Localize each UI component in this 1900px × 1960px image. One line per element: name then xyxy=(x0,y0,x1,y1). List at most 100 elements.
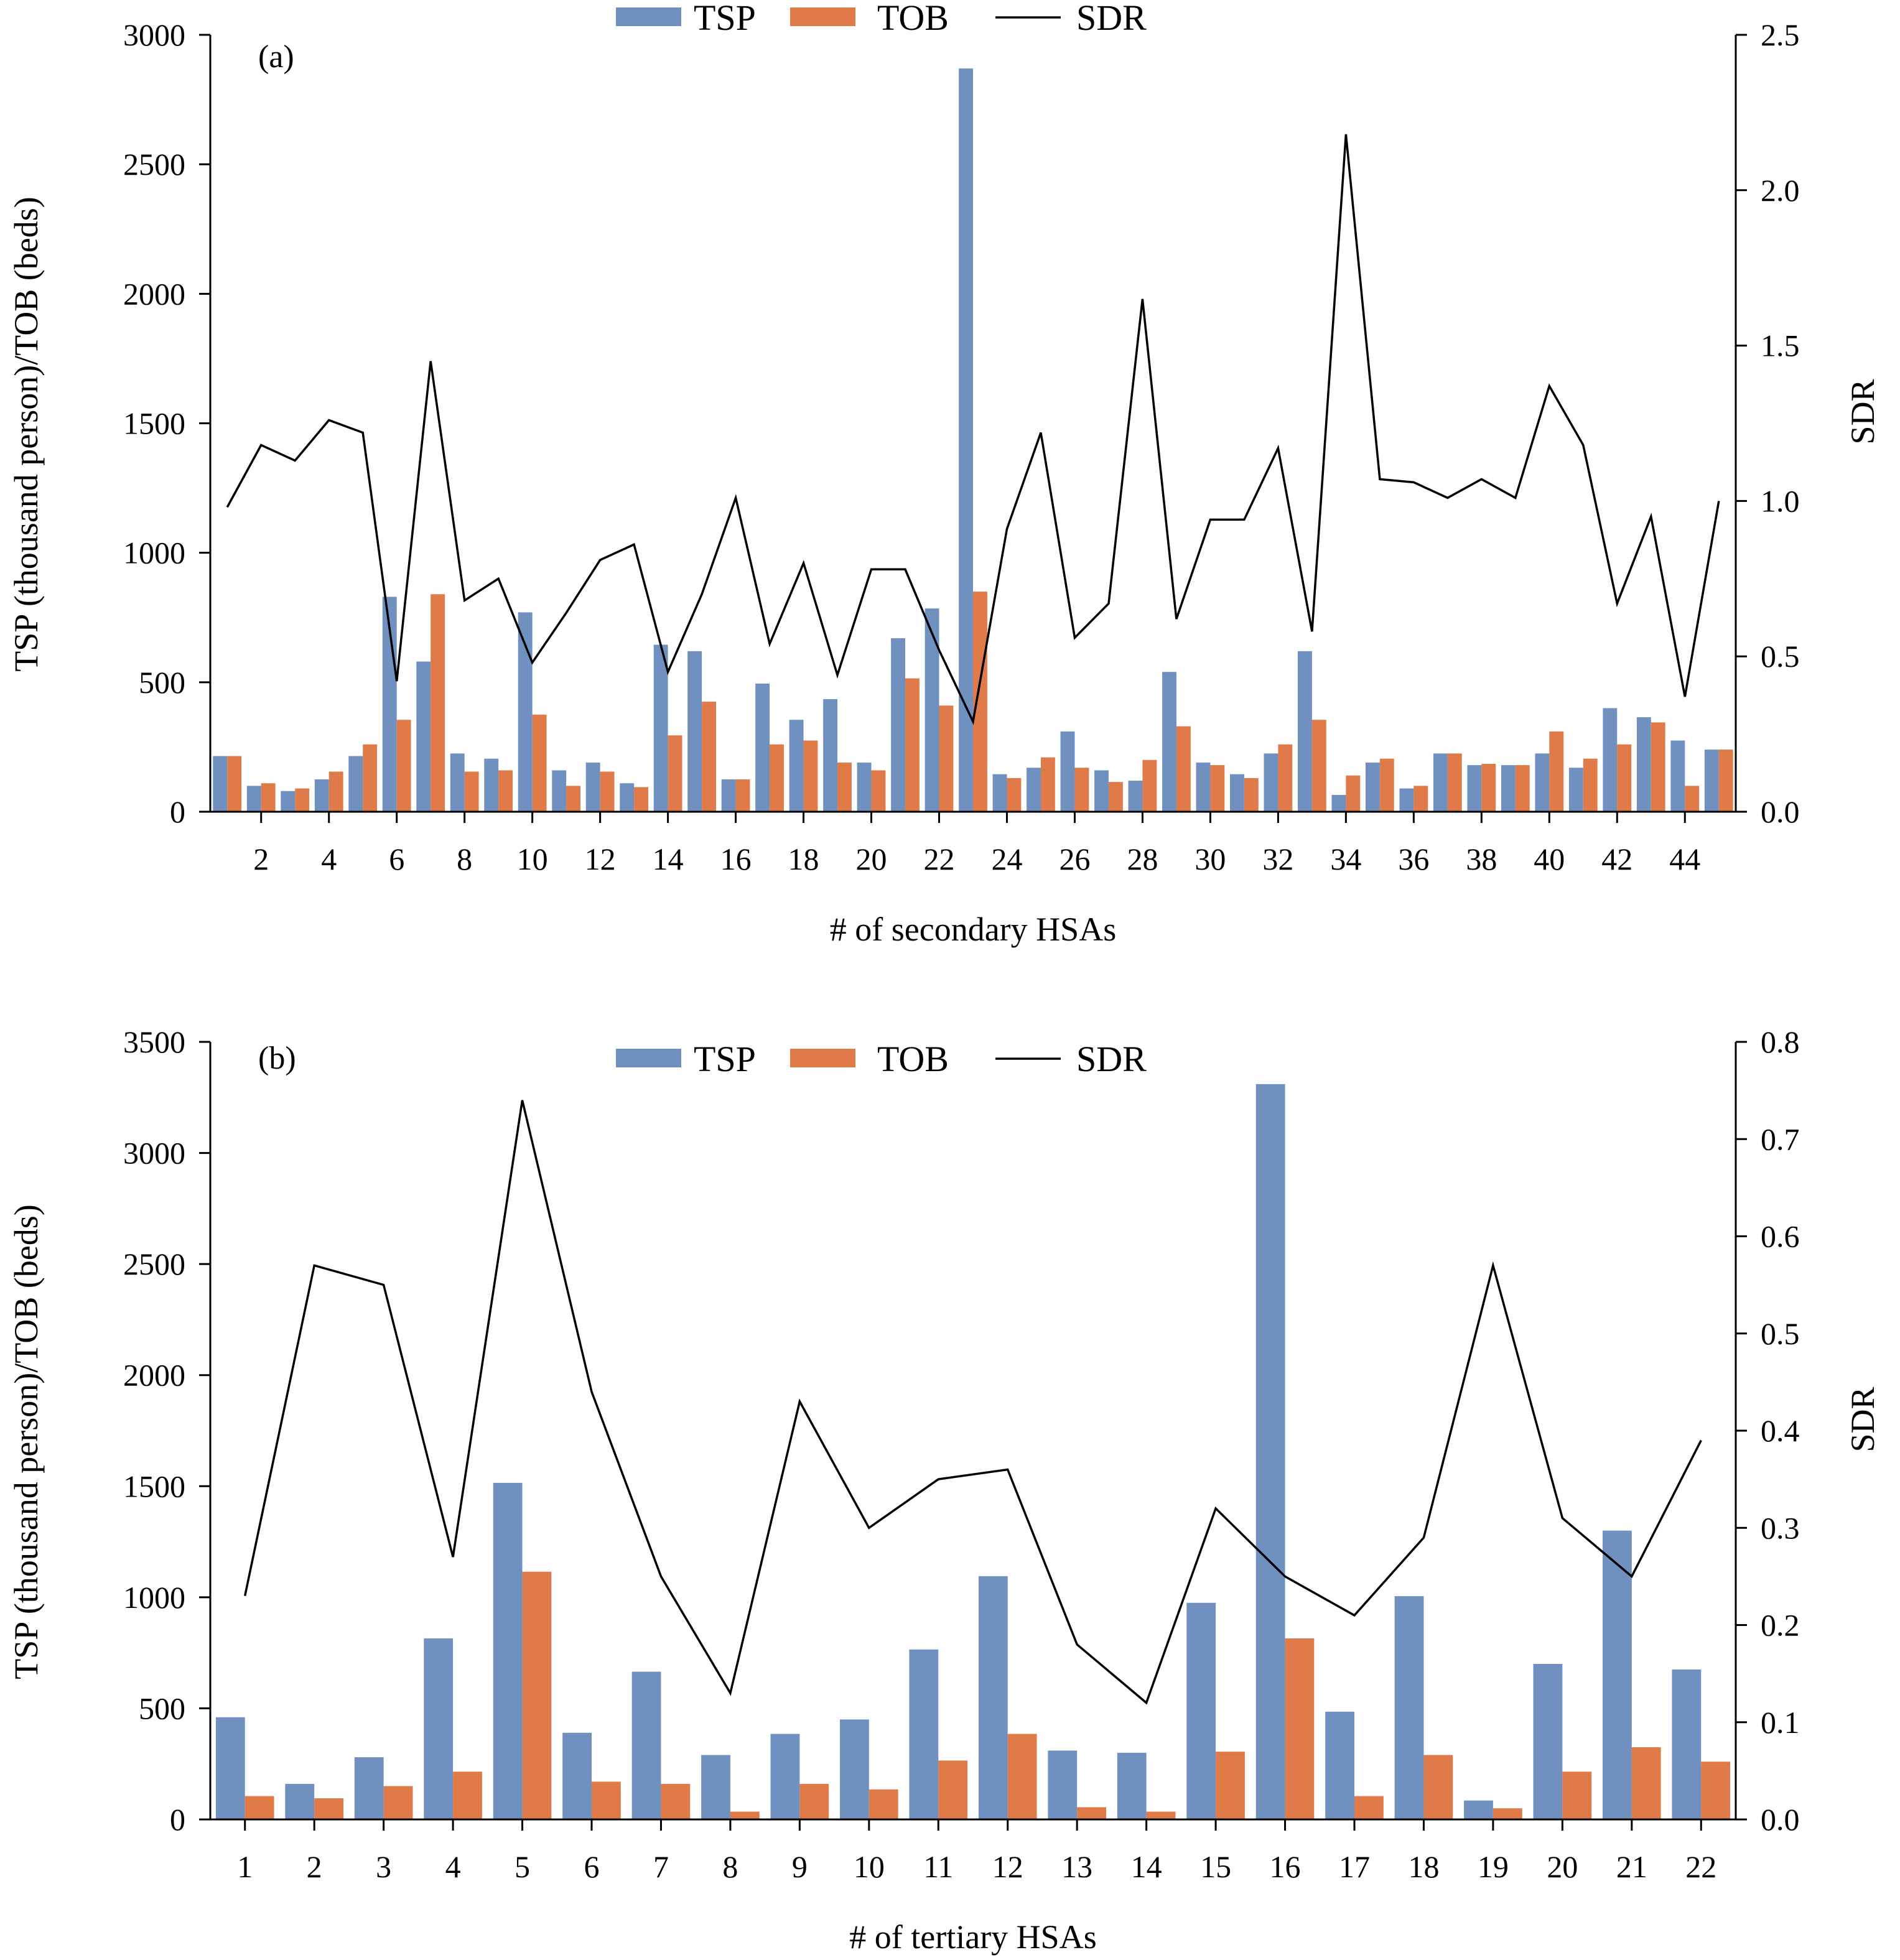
x-tick-label: 28 xyxy=(1127,842,1158,876)
x-tick-label: 7 xyxy=(653,1849,669,1884)
tob-bar xyxy=(1685,786,1700,812)
tob-bar xyxy=(1413,786,1428,812)
tsp-bar xyxy=(857,762,872,812)
tob-bar xyxy=(871,770,886,812)
tob-bar xyxy=(1379,758,1394,812)
tsp-bar xyxy=(1117,1752,1147,1819)
tsp-bar xyxy=(1636,717,1651,812)
tob-bar xyxy=(1278,744,1293,812)
tsp-bar xyxy=(215,1717,245,1819)
tob-bar xyxy=(1493,1808,1522,1819)
y-axis-title: TSP (thousand person)/TOB (beds) xyxy=(7,197,45,671)
panel-label: (b) xyxy=(258,1041,296,1076)
tob-bar xyxy=(869,1789,898,1819)
tob-bar xyxy=(1481,763,1496,812)
tob-bar xyxy=(1077,1807,1106,1819)
right-y-tick-label: 0.5 xyxy=(1761,639,1800,674)
x-tick-label: 2 xyxy=(253,842,269,876)
tob-bar xyxy=(227,756,242,812)
right-y-tick-label: 0.0 xyxy=(1761,1802,1800,1837)
tob-bar xyxy=(314,1798,343,1819)
tob-bar xyxy=(803,740,818,812)
tsp-bar xyxy=(701,1755,730,1819)
tob-bar xyxy=(532,714,547,812)
tsp-bar xyxy=(721,779,736,812)
x-tick-label: 21 xyxy=(1616,1849,1647,1884)
tob-bar xyxy=(668,735,682,812)
x-tick-label: 14 xyxy=(1131,1849,1162,1884)
tob-bar xyxy=(1311,720,1326,812)
x-tick-label: 42 xyxy=(1601,842,1632,876)
tsp-bar xyxy=(770,1734,800,1819)
tsp-bar xyxy=(1501,765,1516,812)
tsp-bar xyxy=(1467,765,1482,812)
tsp-bar xyxy=(1535,753,1550,812)
left-y-tick-label: 0 xyxy=(170,794,185,829)
tob-bar xyxy=(1701,1762,1731,1819)
panel-b: 0 500 1000 1500 2000 2500 3000 3500 0.0 0.1 0.2 0.3… xyxy=(7,1024,1881,1956)
tob-bar xyxy=(1007,778,1022,812)
tob-bar xyxy=(702,702,716,812)
x-tick-label: 3 xyxy=(376,1849,391,1884)
left-y-tick-label: 500 xyxy=(139,665,185,700)
tsp-bar xyxy=(493,1482,523,1819)
x-axis-title: # of secondary HSAs xyxy=(830,911,1116,948)
x-tick-label: 1 xyxy=(237,1849,253,1884)
tob-bar xyxy=(661,1783,691,1819)
right-y-tick-label: 1.5 xyxy=(1761,328,1800,363)
tsp-bar xyxy=(1325,1711,1354,1819)
panel-label: (a) xyxy=(258,39,294,75)
x-tick-label: 6 xyxy=(584,1849,600,1884)
tsp-bar xyxy=(959,68,973,812)
tsp-bar xyxy=(789,720,804,812)
tsp-bar xyxy=(1186,1602,1216,1819)
tob-bar xyxy=(592,1781,621,1819)
left-y-tick-label: 2000 xyxy=(123,276,185,311)
tsp-bar xyxy=(1568,768,1583,812)
legend-label-sdr: SDR xyxy=(1076,0,1147,38)
tsp-bar xyxy=(891,638,906,812)
tob-bar xyxy=(600,771,615,812)
tob-bar xyxy=(522,1571,552,1819)
left-y-tick-label: 2500 xyxy=(123,147,185,182)
tob-bar xyxy=(1108,782,1123,812)
tsp-bar xyxy=(1027,768,1041,812)
tob-bar xyxy=(1447,753,1462,812)
left-y-tick-label: 1500 xyxy=(123,1469,185,1503)
left-y-tick-label: 2000 xyxy=(123,1358,185,1393)
tsp-bar xyxy=(348,756,363,812)
legend-label-tsp: TSP xyxy=(694,1039,756,1079)
tob-bar xyxy=(905,678,920,812)
tsp-bar xyxy=(1094,770,1109,812)
tob-bar xyxy=(396,720,411,812)
x-tick-label: 19 xyxy=(1478,1849,1509,1884)
left-y-tick-label: 1500 xyxy=(123,406,185,441)
tsp-bar xyxy=(755,683,770,812)
left-y-tick-label: 1000 xyxy=(123,1580,185,1615)
tsp-bar xyxy=(840,1719,869,1819)
tob-bar xyxy=(1216,1752,1245,1819)
legend: TSP TOB SDR xyxy=(616,1039,1147,1079)
tsp-bar xyxy=(1394,1596,1424,1819)
x-tick-label: 24 xyxy=(991,842,1022,876)
tsp-bar xyxy=(631,1671,661,1819)
right-y-tick-label: 0.2 xyxy=(1761,1608,1800,1643)
tob-bar xyxy=(938,1760,968,1819)
x-tick-label: 44 xyxy=(1669,842,1700,876)
tsp-bar xyxy=(314,779,329,812)
tob-bar xyxy=(1176,726,1191,812)
tsp-bar xyxy=(978,1576,1008,1819)
tob-bar xyxy=(1515,765,1530,812)
tob-bar xyxy=(1285,1638,1315,1819)
right-y-tick-label: 2.0 xyxy=(1761,173,1800,208)
x-tick-label: 16 xyxy=(1270,1849,1301,1884)
tsp-bar xyxy=(924,608,939,812)
left-y-tick-label: 3500 xyxy=(123,1024,185,1059)
tsp-bar xyxy=(416,661,431,812)
tob-bar xyxy=(363,744,378,812)
tob-bar xyxy=(566,786,581,812)
left-y-tick-label: 500 xyxy=(139,1691,185,1725)
tsp-bar xyxy=(285,1783,315,1819)
x-tick-label: 32 xyxy=(1262,842,1293,876)
tsp-bar xyxy=(1331,794,1346,812)
